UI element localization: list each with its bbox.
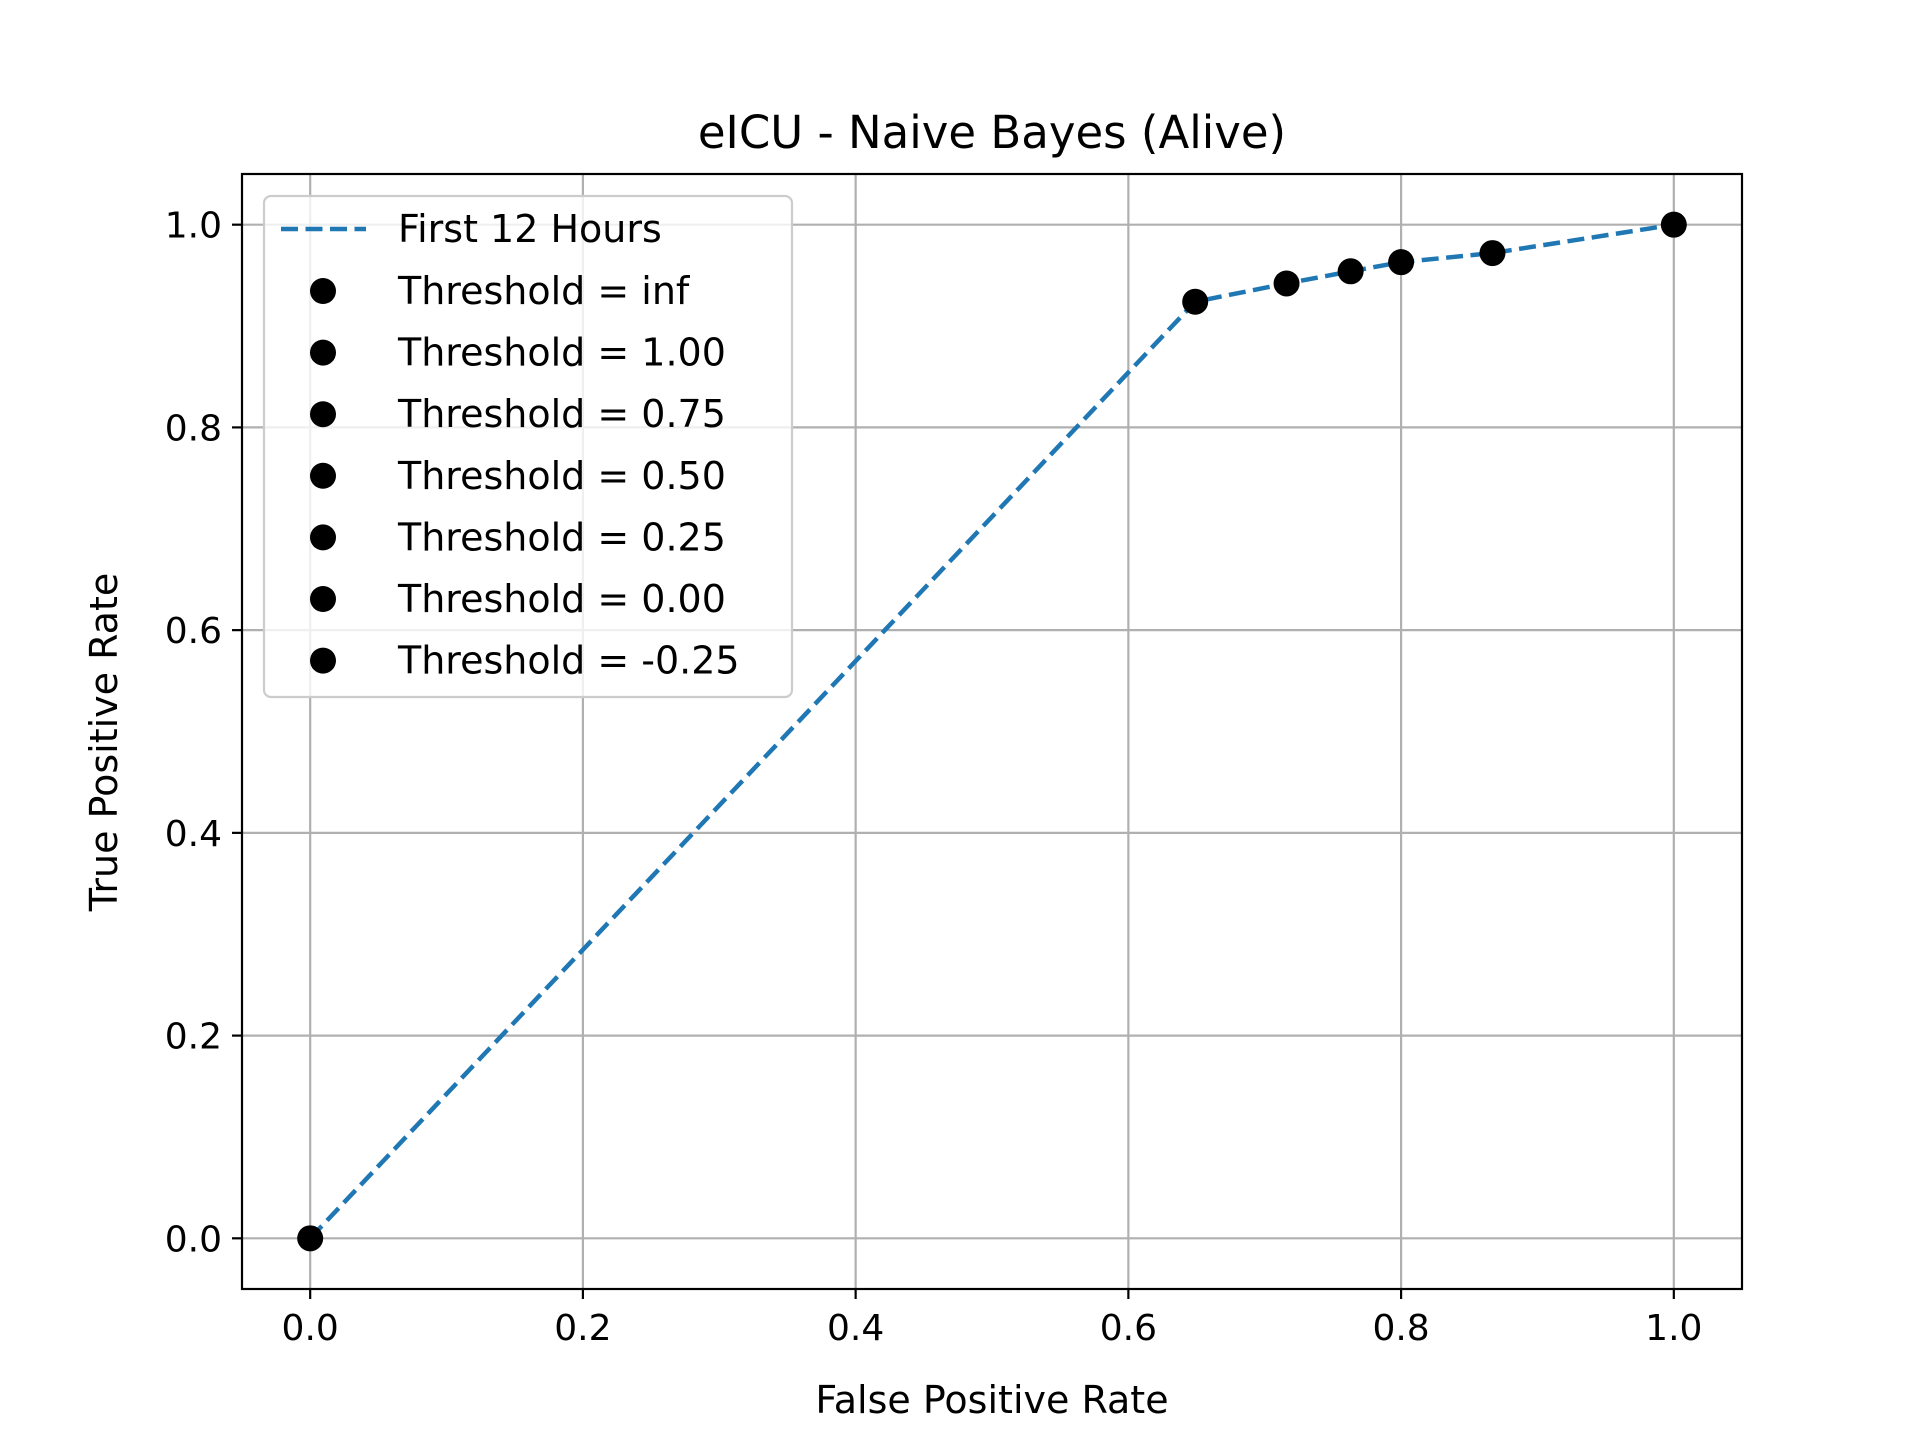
legend-marker-swatch [310, 647, 336, 674]
legend-threshold-label: Threshold = 1.00 [397, 331, 726, 375]
x-tick-label: 0.2 [554, 1308, 611, 1349]
legend-threshold-label: Threshold = -0.25 [397, 639, 740, 683]
legend-marker-swatch [310, 401, 336, 428]
axis-ticks: 0.0 0.2 0.4 0.6 0.8 1.0 0.0 0.2 0.4 0.6 0.8 1.0 [165, 206, 1703, 1349]
legend-threshold-label: Threshold = 0.00 [397, 577, 726, 621]
legend-series-label: First 12 Hours [398, 207, 662, 251]
x-tick-label: 0.0 [282, 1308, 339, 1349]
axes-frame [240, 172, 1744, 1291]
legend-marker-swatch [310, 524, 336, 551]
plot-area [297, 211, 1687, 1252]
legend-marker-swatch [310, 339, 336, 366]
legend-marker-swatch [310, 462, 336, 489]
legend-threshold-label: Threshold = 0.75 [397, 392, 726, 436]
legend-marker-swatch [310, 586, 336, 612]
y-tick-label: 1.0 [165, 206, 222, 247]
chart-title: eICU - Naive Bayes (Alive) [698, 106, 1286, 159]
legend-threshold-label: Threshold = 0.25 [397, 515, 726, 559]
x-tick-label: 1.0 [1645, 1308, 1702, 1349]
x-tick-label: 0.6 [1100, 1308, 1157, 1349]
legend-box [262, 194, 794, 699]
y-tick-label: 0.0 [165, 1219, 222, 1260]
x-tick-label: 0.4 [827, 1308, 884, 1349]
threshold-point-marker [1337, 258, 1364, 285]
x-axis-label: False Positive Rate [815, 1378, 1168, 1422]
grid-lines [242, 174, 1742, 1289]
threshold-point-marker [1388, 249, 1415, 276]
legend: First 12 Hours Threshold = inf Threshold =… [262, 194, 794, 699]
threshold-point-marker [1479, 240, 1506, 267]
legend-threshold-label: Threshold = inf [397, 269, 691, 313]
threshold-point-marker [1182, 288, 1209, 315]
legend-threshold-label: Threshold = 0.50 [397, 454, 726, 498]
legend-marker-swatch [310, 278, 336, 304]
x-tick-label: 0.8 [1372, 1308, 1429, 1349]
y-axis-label: True Positive Rate [82, 573, 126, 913]
y-tick-label: 0.8 [165, 408, 222, 449]
threshold-point-marker [1273, 270, 1300, 297]
y-tick-label: 0.6 [165, 611, 222, 652]
threshold-point-marker [1660, 211, 1687, 238]
y-tick-label: 0.4 [165, 814, 222, 855]
threshold-point-marker [297, 1225, 324, 1252]
y-tick-label: 0.2 [165, 1017, 222, 1058]
